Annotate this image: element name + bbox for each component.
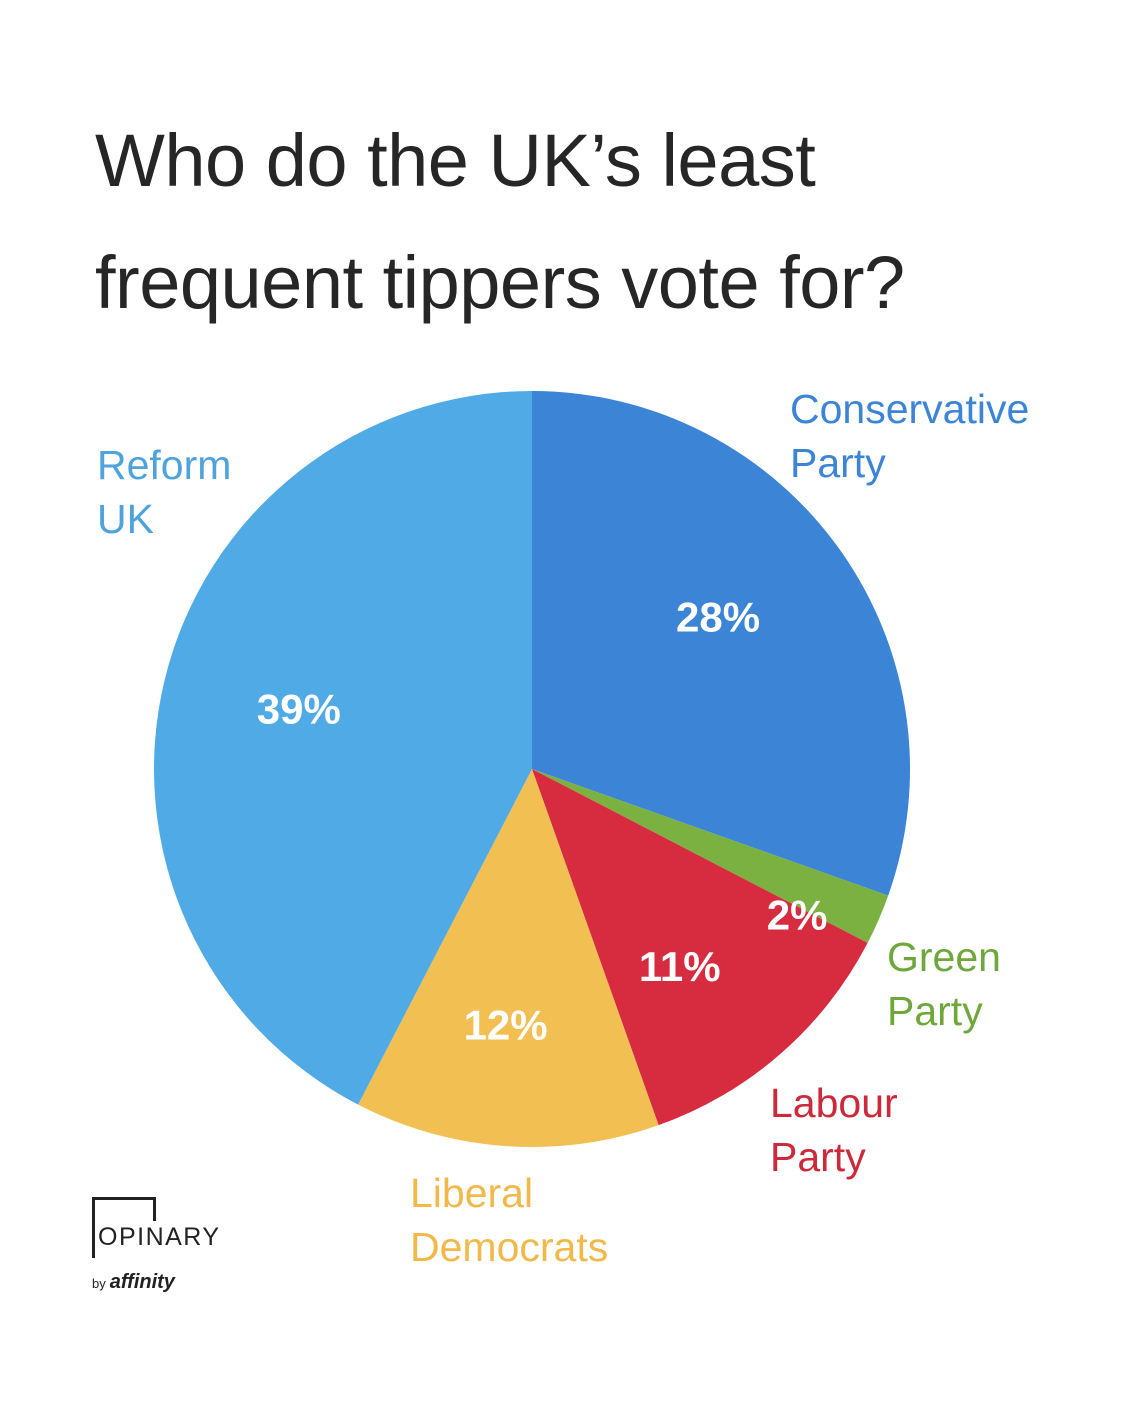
label-line: Party: [790, 440, 886, 486]
label-line: Conservative: [790, 386, 1030, 432]
logo-parent: affinity: [109, 1271, 175, 1293]
legend-label-reform-uk: Reform UK: [97, 438, 231, 546]
pie-value-label-green-party: 2%: [767, 892, 828, 939]
title-line-1: Who do the UK’s least: [95, 119, 816, 202]
legend-label-labour-party: Labour Party: [770, 1076, 898, 1184]
logo-brand: OPINARY: [98, 1223, 221, 1251]
label-line: Party: [887, 988, 983, 1034]
pie-value-label-reform-uk: 39%: [257, 685, 341, 732]
logo-by: by: [92, 1276, 106, 1291]
pie-slice-labour-party: [532, 769, 868, 1126]
label-line: Labour: [770, 1080, 898, 1126]
pie-slice-conservative-party: [532, 391, 911, 896]
title-line-2: frequent tippers vote for?: [95, 241, 905, 324]
pie-slice-reform-uk: [154, 391, 533, 1105]
pie-value-label-conservative-party: 28%: [676, 594, 760, 641]
opinary-logo: OPINARY by affinity: [92, 1197, 252, 1307]
pie-slices: [154, 391, 911, 1147]
legend-label-conservative-party: Conservative Party: [790, 382, 1029, 490]
chart-title: Who do the UK’s least frequent tippers v…: [95, 100, 1115, 344]
label-line: Liberal: [410, 1170, 534, 1216]
logo-bracket-icon: [92, 1197, 156, 1258]
label-line: Democrats: [410, 1224, 609, 1270]
logo-byline: by affinity: [92, 1271, 175, 1294]
pie-slice-liberal-democrats: [358, 769, 659, 1147]
pie-value-label-liberal-democrats: 12%: [464, 1002, 548, 1049]
pie-slice-green-party: [532, 769, 889, 943]
pie-value-label-labour-party: 11%: [639, 943, 721, 990]
legend-label-green-party: Green Party: [887, 930, 1001, 1038]
label-line: UK: [97, 496, 154, 542]
label-line: Party: [770, 1134, 866, 1180]
label-line: Reform: [97, 442, 232, 488]
pie-value-labels: 28% 2% 11% 12% 39%: [257, 594, 828, 1049]
legend-label-liberal-democrats: Liberal Democrats: [410, 1166, 608, 1274]
label-line: Green: [887, 934, 1001, 980]
